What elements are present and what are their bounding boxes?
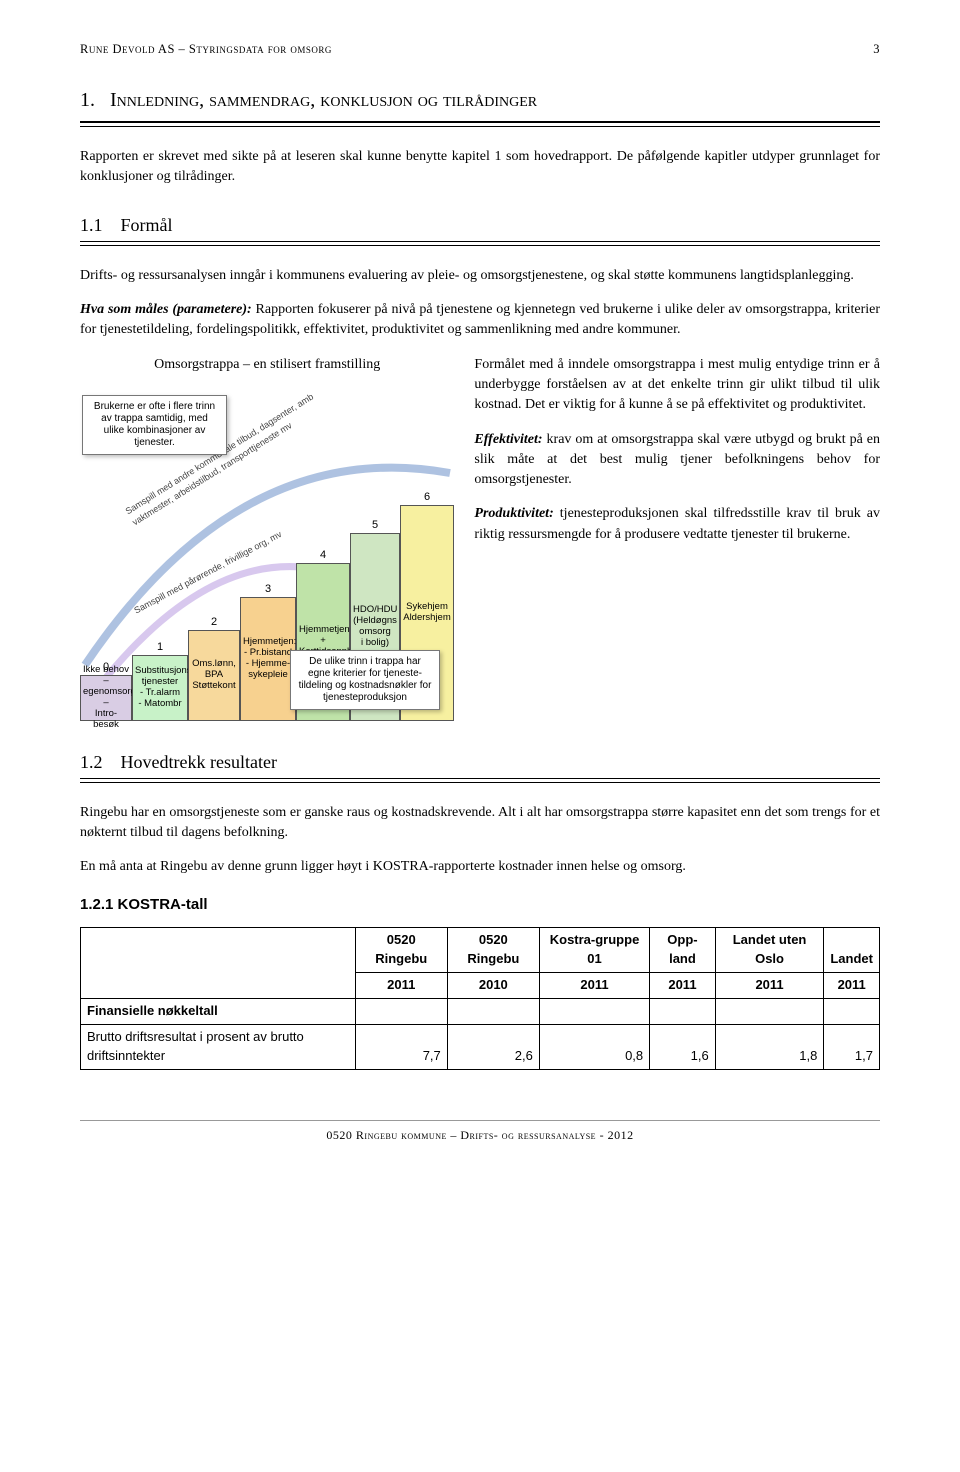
step-label: Hjemmetjen: - Pr.bistand - Hjemme- sykep…	[243, 637, 293, 681]
cell-empty	[355, 998, 447, 1024]
step-number: 2	[189, 616, 239, 629]
cell: 0,8	[539, 1024, 649, 1069]
kostra-table: 0520 Ringebu 0520 Ringebu Kostra-gruppe …	[80, 927, 880, 1069]
table-row: Brutto driftsresultat i prosent av brutt…	[81, 1024, 880, 1069]
th-col: 0520 Ringebu	[447, 928, 539, 973]
th-year: 2011	[824, 973, 880, 999]
rule	[80, 126, 880, 127]
subheading-1-2-1: 1.2.1 KOSTRA-tall	[80, 894, 880, 916]
step-number: 0	[81, 661, 131, 674]
lead-prod: Produktivitet:	[474, 506, 553, 521]
text-column: Formålet med å inndele omsorgstrappa i m…	[474, 355, 880, 725]
th-year: 2011	[650, 973, 716, 999]
section-num: 1.1	[80, 215, 103, 235]
chapter-num: 1.	[80, 89, 95, 111]
cell: 7,7	[355, 1024, 447, 1069]
table-header-row-1: 0520 Ringebu 0520 Ringebu Kostra-gruppe …	[81, 928, 880, 973]
cell-empty	[824, 998, 880, 1024]
step-number: 3	[241, 583, 295, 596]
staircase-step: 3Hjemmetjen: - Pr.bistand - Hjemme- syke…	[240, 597, 296, 721]
chapter-title: Innledning, sammendrag, konklusjon og ti…	[110, 89, 537, 111]
th-col: Landet	[824, 928, 880, 973]
two-column-block: Omsorgstrappa – en stilisert framstillin…	[80, 355, 880, 725]
cell-empty	[447, 998, 539, 1024]
omsorgstrappa-diagram: Omsorgstrappa – en stilisert framstillin…	[80, 355, 454, 725]
table-section-row: Finansielle nøkkeltall	[81, 998, 880, 1024]
section-1-2-heading: 1.2 Hovedtrekk resultater	[80, 749, 880, 779]
rule	[80, 782, 880, 783]
staircase-step: 2Oms.lønn, BPA Støttekont	[188, 630, 240, 721]
cell: 1,8	[715, 1024, 824, 1069]
note-brukerne: Brukerne er ofte i flere trinn av trappa…	[82, 395, 227, 455]
step-number: 4	[297, 549, 349, 562]
cell: 2,6	[447, 1024, 539, 1069]
section-1-1-heading: 1.1 Formål	[80, 212, 880, 242]
paragraph-ringebu: Ringebu har en omsorgstjeneste som er ga…	[80, 803, 880, 844]
cell-empty	[650, 998, 716, 1024]
step-label: HDO/HDU (Heldøgns omsorg i bolig)	[353, 605, 397, 649]
th-col: Kostra-gruppe 01	[539, 928, 649, 973]
intro-paragraph: Rapporten er skrevet med sikte på at les…	[80, 147, 880, 188]
cell: 1,6	[650, 1024, 716, 1069]
paragraph-hva: Hva som måles (parametere): Rapporten fo…	[80, 300, 880, 341]
chapter-heading: 1. Innledning, sammendrag, konklusjon og…	[80, 86, 880, 123]
step-number: 6	[401, 491, 453, 504]
header-left: Rune Devold AS – Styringsdata for omsorg	[80, 40, 332, 58]
th-col: Opp-land	[650, 928, 716, 973]
running-header: Rune Devold AS – Styringsdata for omsorg…	[80, 40, 880, 58]
th-year: 2011	[355, 973, 447, 999]
section-num: 1.2	[80, 752, 103, 772]
step-label: Oms.lønn, BPA Støttekont	[191, 659, 237, 692]
th-blank	[81, 928, 356, 999]
section-title: Hovedtrekk resultater	[121, 752, 277, 772]
section-label: Finansielle nøkkeltall	[81, 998, 356, 1024]
row-label: Brutto driftsresultat i prosent av brutt…	[81, 1024, 356, 1069]
staircase-step: 1Substitusjons- tjenester - Tr.alarm - M…	[132, 655, 188, 721]
paragraph-drift: Drifts- og ressursanalysen inngår i komm…	[80, 266, 880, 286]
th-year: 2011	[715, 973, 824, 999]
running-footer: 0520 Ringebu kommune – Drifts- og ressur…	[80, 1120, 880, 1144]
section-title: Formål	[121, 215, 173, 235]
th-col: Landet uten Oslo	[715, 928, 824, 973]
th-year: 2011	[539, 973, 649, 999]
paragraph-effektivitet: Effektivitet: krav om at omsorgstrappa s…	[474, 430, 880, 491]
cell-empty	[715, 998, 824, 1024]
paragraph-produktivitet: Produktivitet: tjenesteproduksjonen skal…	[474, 504, 880, 545]
lead-hva: Hva som måles (parametere):	[80, 302, 252, 317]
paragraph-enma: En må anta at Ringebu av denne grunn lig…	[80, 857, 880, 877]
th-year: 2010	[447, 973, 539, 999]
step-label: Sykehjem Aldershjem	[403, 602, 451, 624]
step-number: 1	[133, 641, 187, 654]
diagram-column: Omsorgstrappa – en stilisert framstillin…	[80, 355, 454, 725]
step-number: 5	[351, 519, 399, 532]
rule	[80, 245, 880, 246]
step-label: Ikke behov – egenomsorg – Intro-besøk	[83, 665, 129, 731]
note-kriterier: De ulike trinn i trappa har egne kriteri…	[290, 650, 440, 710]
cell: 1,7	[824, 1024, 880, 1069]
cell-empty	[539, 998, 649, 1024]
lead-eff: Effektivitet:	[474, 432, 542, 447]
th-col: 0520 Ringebu	[355, 928, 447, 973]
step-label: Substitusjons- tjenester - Tr.alarm - Ma…	[135, 666, 185, 710]
staircase-step: 0Ikke behov – egenomsorg – Intro-besøk	[80, 675, 132, 721]
paragraph-formal: Formålet med å inndele omsorgstrappa i m…	[474, 355, 880, 416]
page-number: 3	[873, 40, 880, 58]
